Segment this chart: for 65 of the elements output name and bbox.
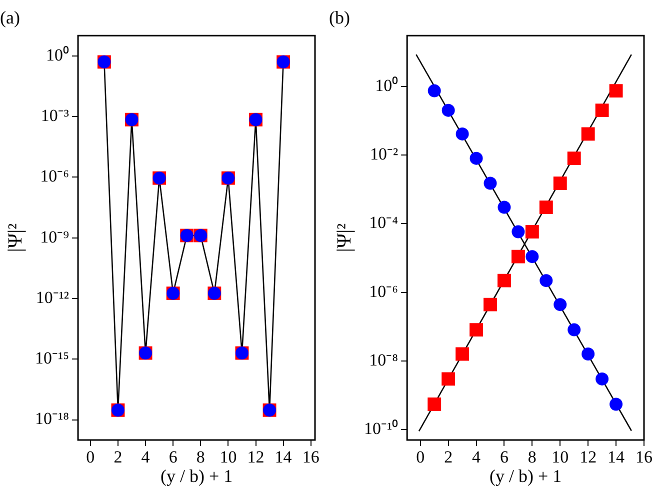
point — [539, 200, 553, 214]
y-tick-label: 10⁻⁶ — [369, 282, 398, 301]
x-axis-title: (y / b) + 1 — [160, 466, 233, 486]
y-tick-label: 10⁻¹⁸ — [34, 409, 70, 428]
point — [511, 250, 525, 264]
x-tick-label: 0 — [416, 448, 425, 467]
point — [595, 104, 609, 118]
x-axis-title: (y / b) + 1 — [489, 466, 562, 486]
x-tick-label: 14 — [274, 448, 292, 467]
x-tick-label: 14 — [608, 448, 626, 467]
x-tick-label: 2 — [444, 448, 453, 467]
point — [484, 298, 497, 312]
point — [442, 104, 455, 117]
point — [428, 398, 442, 411]
point — [568, 323, 581, 336]
chart-title: (b) — [329, 8, 350, 28]
y-tick-label: 10⁰ — [375, 76, 398, 95]
point — [470, 152, 483, 165]
point — [442, 372, 456, 386]
point — [596, 372, 609, 386]
y-axis-title: |Ψ|² — [4, 223, 26, 252]
point — [498, 274, 511, 288]
point — [609, 84, 623, 98]
x-tick-label: 16 — [636, 448, 652, 467]
x-tick-label: 12 — [247, 448, 264, 467]
x-tick-label: 4 — [141, 448, 150, 467]
point — [456, 127, 469, 140]
point — [567, 152, 581, 166]
y-tick-label: 10⁻⁴ — [369, 213, 398, 232]
x-tick-label: 6 — [168, 448, 178, 467]
x-tick-label: 0 — [86, 448, 95, 467]
point — [540, 274, 553, 288]
y-tick-label: 10⁻³ — [40, 106, 70, 125]
y-tick-label: 10⁻² — [370, 144, 398, 164]
point — [610, 398, 623, 411]
y-axis-title: |Ψ|² — [333, 223, 356, 252]
y-tick-label: 10⁻⁸ — [369, 350, 398, 370]
y-tick-label: 10⁻⁶ — [40, 166, 70, 186]
chart-title: (a) — [0, 8, 20, 28]
point — [428, 84, 441, 98]
point — [456, 347, 470, 361]
point — [470, 323, 483, 337]
x-tick-label: 10 — [552, 448, 569, 467]
y-tick-label: 10⁻⁹ — [40, 227, 70, 246]
x-tick-label: 10 — [220, 448, 237, 467]
y-tick-label: 10⁻¹⁵ — [34, 348, 70, 368]
point — [554, 298, 567, 312]
y-tick-label: 10⁻¹⁰ — [364, 419, 398, 438]
y-tick-label: 10⁰ — [46, 45, 70, 64]
point — [553, 176, 567, 190]
x-tick-label: 12 — [580, 448, 597, 467]
x-tick-label: 4 — [472, 448, 482, 467]
point — [525, 225, 539, 238]
point — [512, 225, 525, 238]
point — [581, 127, 595, 141]
point — [484, 176, 497, 190]
x-tick-label: 6 — [500, 448, 508, 467]
point — [582, 347, 595, 360]
point — [498, 200, 511, 214]
x-tick-label: 2 — [114, 448, 122, 467]
x-tick-label: 8 — [528, 448, 536, 467]
x-tick-label: 8 — [196, 448, 205, 467]
point — [526, 250, 539, 264]
y-tick-label: 10⁻¹² — [36, 288, 70, 307]
x-tick-label: 16 — [302, 448, 320, 467]
